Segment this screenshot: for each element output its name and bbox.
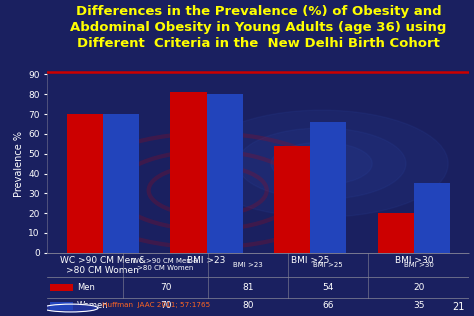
Circle shape bbox=[237, 128, 406, 199]
Text: 35: 35 bbox=[413, 301, 424, 310]
Text: 70: 70 bbox=[160, 301, 171, 310]
Text: BMI >23: BMI >23 bbox=[233, 262, 263, 268]
Bar bbox=[274, 146, 310, 253]
Text: BMI >25: BMI >25 bbox=[313, 262, 343, 268]
Bar bbox=[207, 94, 243, 253]
Text: 70: 70 bbox=[160, 283, 171, 292]
Text: Huffman  JAAC 2011; 57:1765: Huffman JAAC 2011; 57:1765 bbox=[102, 302, 210, 308]
Bar bbox=[66, 114, 103, 253]
Text: 80: 80 bbox=[242, 301, 254, 310]
Bar bbox=[170, 92, 207, 253]
Y-axis label: Prevalence %: Prevalence % bbox=[14, 131, 24, 197]
Bar bbox=[310, 122, 346, 253]
FancyBboxPatch shape bbox=[49, 284, 73, 291]
Text: 21: 21 bbox=[453, 302, 465, 312]
Text: 54: 54 bbox=[322, 283, 334, 292]
Text: BMI >30: BMI >30 bbox=[404, 262, 434, 268]
Text: Differences in the Prevalence (%) of Obesity and
Abdominal Obesity in Young Adul: Differences in the Prevalence (%) of Obe… bbox=[70, 5, 447, 50]
FancyBboxPatch shape bbox=[49, 302, 73, 310]
Circle shape bbox=[43, 304, 98, 312]
Text: 66: 66 bbox=[322, 301, 334, 310]
Bar bbox=[377, 213, 414, 253]
Text: 81: 81 bbox=[242, 283, 254, 292]
Text: WC >90 CM Men &
>80 CM Women: WC >90 CM Men & >80 CM Women bbox=[132, 258, 199, 271]
Circle shape bbox=[195, 110, 448, 217]
Text: Men: Men bbox=[77, 283, 95, 292]
Bar bbox=[414, 184, 450, 253]
Circle shape bbox=[271, 142, 372, 185]
Text: Women: Women bbox=[77, 301, 109, 310]
Text: 20: 20 bbox=[413, 283, 424, 292]
Bar bbox=[103, 114, 139, 253]
